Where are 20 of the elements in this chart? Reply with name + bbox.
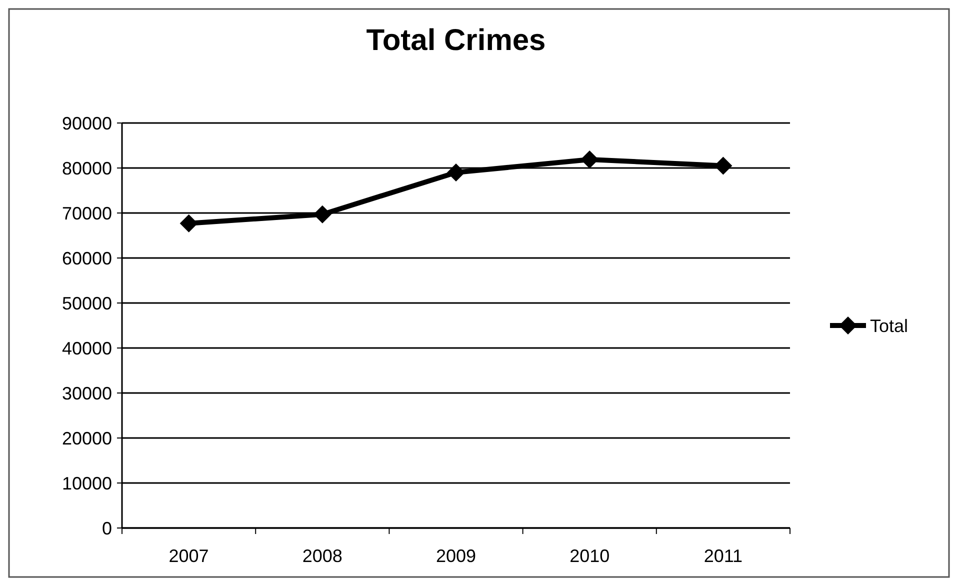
legend-label: Total xyxy=(870,316,908,336)
y-tick-label: 80000 xyxy=(62,158,112,178)
y-tick-label: 50000 xyxy=(62,293,112,314)
y-tick-label: 90000 xyxy=(62,113,112,134)
y-tick-label: 70000 xyxy=(62,203,112,224)
x-tick-label: 2008 xyxy=(302,546,342,566)
x-tick-label: 2011 xyxy=(704,546,743,566)
y-tick-label: 60000 xyxy=(62,248,112,268)
x-tick-label: 2007 xyxy=(168,546,209,566)
y-tick-label: 0 xyxy=(102,518,112,538)
point xyxy=(180,214,198,232)
y-tick-label: 40000 xyxy=(62,338,112,358)
x-tick-label: 2009 xyxy=(436,546,476,566)
x-tick-label: 2010 xyxy=(570,546,610,566)
point xyxy=(313,205,332,224)
y-tick-label: 20000 xyxy=(62,428,112,448)
chart-title: Total Crimes xyxy=(366,24,546,57)
point xyxy=(447,164,465,182)
y-tick-label: 10000 xyxy=(62,473,112,494)
y-tick-label: 30000 xyxy=(62,383,112,404)
